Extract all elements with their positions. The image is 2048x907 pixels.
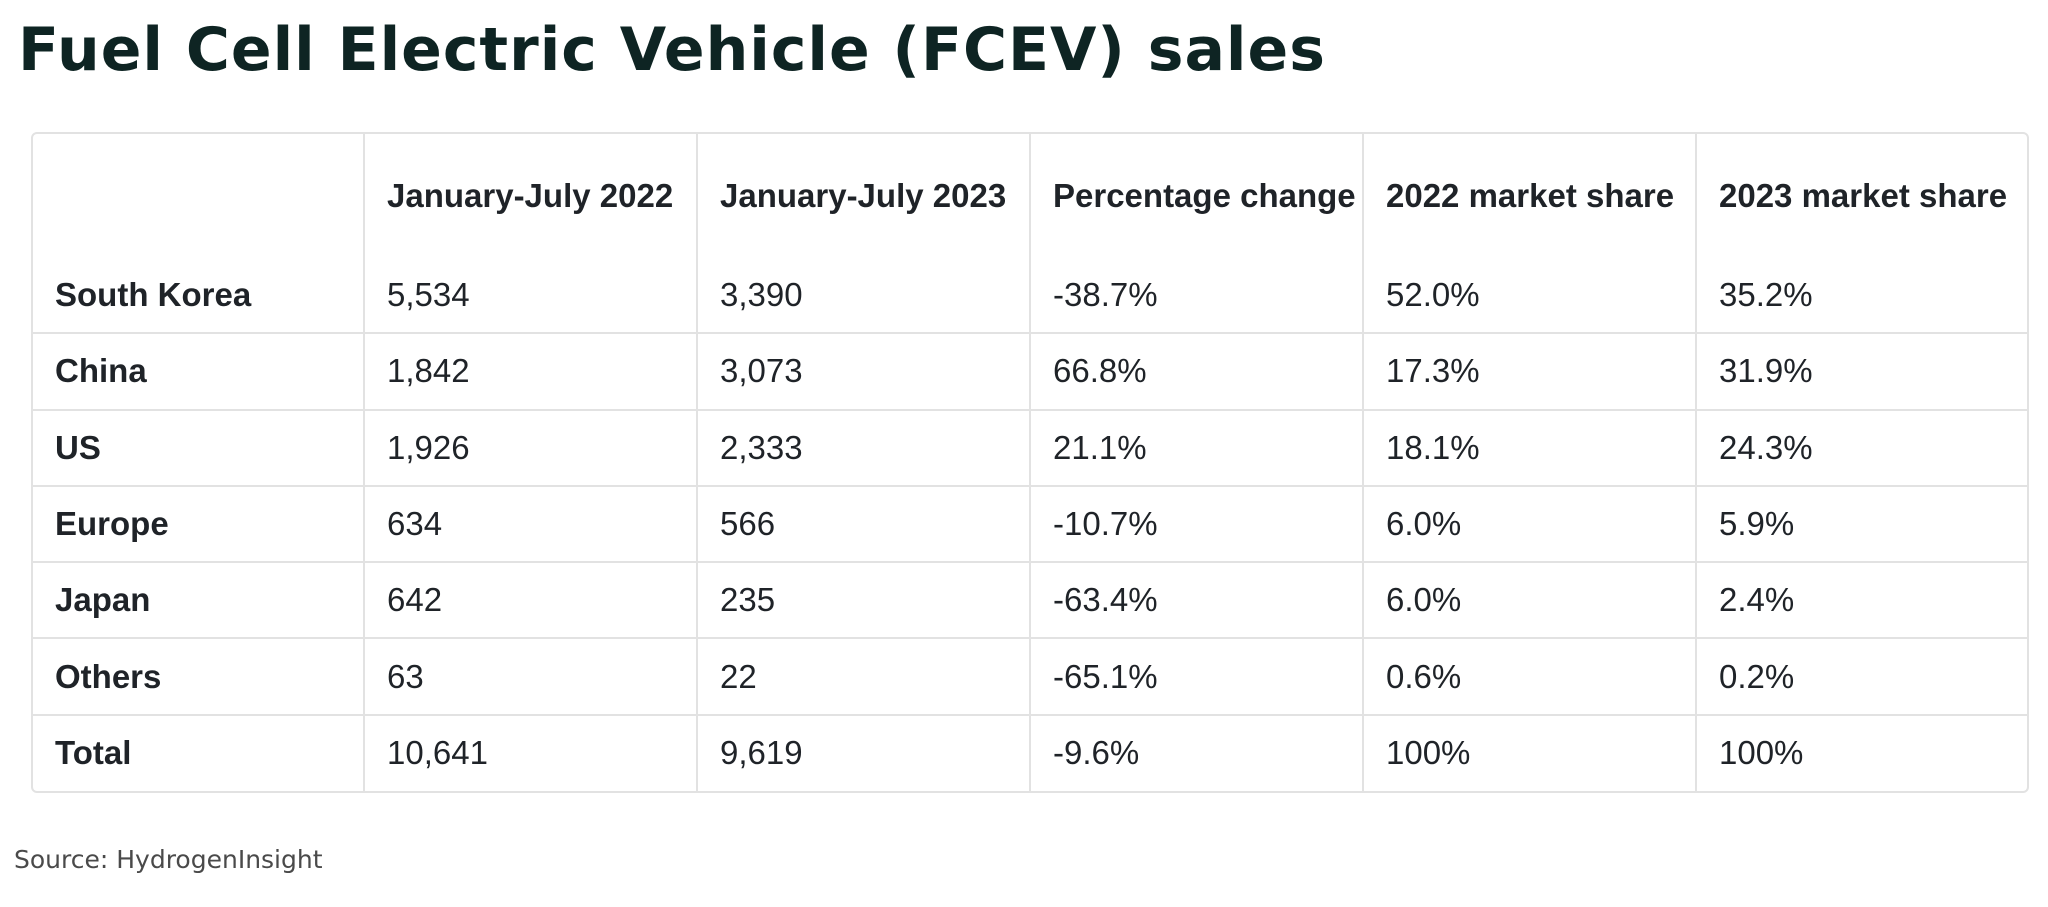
table-cell: 66.8% — [1030, 333, 1364, 411]
header-cell-percentage-change: Percentage change — [1030, 134, 1364, 257]
table-cell: -38.7% — [1030, 257, 1364, 335]
table-cell: 17.3% — [1363, 333, 1697, 411]
row-label: Total — [33, 714, 365, 791]
table-cell: 100% — [1363, 714, 1697, 791]
table-cell: 52.0% — [1363, 257, 1697, 335]
table-cell: 21.1% — [1030, 409, 1364, 487]
table-cell: -9.6% — [1030, 714, 1364, 791]
table-cell: 642 — [364, 562, 698, 640]
sales-table-container: January-July 2022 January-July 2023 Perc… — [31, 132, 2029, 793]
table-cell: 2,333 — [697, 409, 1031, 487]
row-label: Europe — [33, 485, 365, 564]
table-cell: 35.2% — [1696, 257, 2027, 335]
table-cell: 3,390 — [697, 257, 1031, 335]
table-cell: 63 — [364, 638, 698, 716]
header-row: January-July 2022 January-July 2023 Perc… — [33, 134, 2027, 257]
table-row: South Korea 5,534 3,390 -38.7% 52.0% 35.… — [33, 257, 2027, 335]
table-row: Japan 642 235 -63.4% 6.0% 2.4% — [33, 562, 2027, 640]
chart-title: Fuel Cell Electric Vehicle (FCEV) sales — [18, 15, 1326, 85]
table-cell: 6.0% — [1363, 562, 1697, 640]
table-cell: 6.0% — [1363, 485, 1697, 564]
table-cell: 634 — [364, 485, 698, 564]
table-cell: -63.4% — [1030, 562, 1364, 640]
table-cell: 235 — [697, 562, 1031, 640]
header-cell-2022-market-share: 2022 market share — [1363, 134, 1697, 257]
header-cell-jan-jul-2022: January-July 2022 — [364, 134, 698, 257]
row-label: Japan — [33, 562, 365, 640]
table-cell: -10.7% — [1030, 485, 1364, 564]
header-cell-jan-jul-2023: January-July 2023 — [697, 134, 1031, 257]
header-cell-empty — [33, 134, 365, 257]
row-label: Others — [33, 638, 365, 716]
table-row: Europe 634 566 -10.7% 6.0% 5.9% — [33, 485, 2027, 564]
table-cell: 5,534 — [364, 257, 698, 335]
table-cell: 3,073 — [697, 333, 1031, 411]
table-cell: 0.2% — [1696, 638, 2027, 716]
table-row-total: Total 10,641 9,619 -9.6% 100% 100% — [33, 714, 2027, 791]
header-cell-2023-market-share: 2023 market share — [1719, 177, 2008, 214]
table-cell: 100% — [1719, 734, 1804, 772]
row-label: China — [33, 333, 365, 411]
table-cell: 5.9% — [1696, 485, 2027, 564]
sales-table: January-July 2022 January-July 2023 Perc… — [33, 134, 2027, 791]
table-cell: 1,926 — [364, 409, 698, 487]
table-row: US 1,926 2,333 21.1% 18.1% 24.3% — [33, 409, 2027, 487]
table-row: Others 63 22 -65.1% 0.6% 0.2% — [33, 638, 2027, 716]
source-note: Source: HydrogenInsight — [14, 845, 323, 874]
row-label: US — [33, 409, 365, 487]
table-cell: 2.4% — [1696, 562, 2027, 640]
table-cell: -65.1% — [1030, 638, 1364, 716]
row-label: South Korea — [33, 257, 365, 335]
table-cell: 10,641 — [364, 714, 698, 791]
table-cell: 566 — [697, 485, 1031, 564]
table-cell: 22 — [697, 638, 1031, 716]
table-cell: 0.6% — [1363, 638, 1697, 716]
table-cell: 9,619 — [697, 714, 1031, 791]
table-cell: 18.1% — [1363, 409, 1697, 487]
table-cell: 31.9% — [1696, 333, 2027, 411]
table-cell: 1,842 — [364, 333, 698, 411]
table-cell: 24.3% — [1696, 409, 2027, 487]
table-row: China 1,842 3,073 66.8% 17.3% 31.9% — [33, 333, 2027, 411]
